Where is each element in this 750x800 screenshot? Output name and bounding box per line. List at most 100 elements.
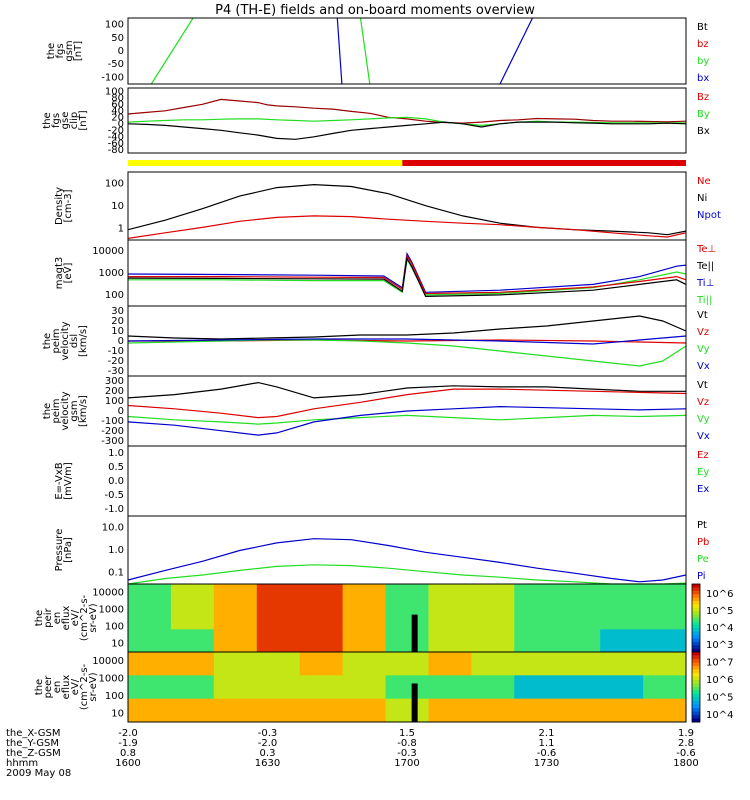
footer-label: the_Y-GSM bbox=[6, 738, 59, 749]
footer-value: -0.6 bbox=[676, 748, 696, 759]
ytick-fgs_gse_clip: 80 bbox=[111, 93, 124, 104]
ylabel-line: peim bbox=[51, 398, 62, 423]
ylabel-line: [km/s] bbox=[78, 395, 89, 427]
heatmap-cell bbox=[557, 606, 601, 630]
ytick-peer_eflux: 10 bbox=[111, 708, 124, 719]
heatmap-cell bbox=[600, 629, 644, 653]
ylabel-line: sr-eV) bbox=[88, 603, 99, 632]
ylabel-line: en bbox=[52, 612, 63, 625]
ytick-efield: -0.5 bbox=[104, 490, 124, 501]
heatmap-cell bbox=[342, 584, 387, 608]
legend-Ti||: Ti|| bbox=[696, 295, 712, 306]
footer-value: 1630 bbox=[255, 758, 280, 769]
ytick-fgs_gse_clip: -60 bbox=[108, 138, 124, 149]
legend-Vy: Vy bbox=[697, 414, 710, 425]
ytick-vel_gsm: -300 bbox=[101, 436, 124, 447]
heatmap-cell bbox=[213, 629, 258, 653]
ylabel-line: the bbox=[42, 403, 53, 419]
heatmap-cell bbox=[428, 584, 472, 608]
heatmap-cell bbox=[256, 629, 301, 653]
ytick-temperature: 1000 bbox=[99, 268, 124, 279]
ylabel-line: fgs bbox=[55, 43, 66, 58]
legend-Vy: Vy bbox=[697, 344, 710, 355]
ytick-fgs_gse_clip: -40 bbox=[108, 132, 124, 143]
series-Vy bbox=[127, 414, 687, 425]
heatmap-cell bbox=[428, 652, 472, 676]
heatmap-cell bbox=[128, 584, 172, 608]
series-Vx bbox=[127, 335, 687, 345]
heatmap-cell bbox=[514, 629, 558, 653]
ytick-fgs_gsm: -100 bbox=[101, 72, 124, 83]
heatmap-cell bbox=[213, 584, 258, 608]
heatmap-cell bbox=[514, 606, 558, 630]
colorbar-step bbox=[692, 690, 700, 695]
ylabel-line: gsm bbox=[69, 400, 80, 421]
data-gap bbox=[411, 614, 418, 652]
legend-Bt: Bt bbox=[697, 22, 708, 33]
heatmap-cell bbox=[514, 652, 558, 676]
heatmap-cell bbox=[385, 652, 429, 676]
ytick-fgs_gse_clip: 20 bbox=[111, 112, 124, 123]
colorbar-step bbox=[692, 648, 700, 653]
heatmap-cell bbox=[600, 698, 644, 723]
heatmap-cell bbox=[213, 675, 258, 700]
heatmap-cell bbox=[128, 675, 172, 700]
heatmap-cell bbox=[170, 675, 215, 700]
colorbar-step bbox=[692, 694, 700, 698]
colorbar-step bbox=[692, 666, 700, 670]
colorbar-step bbox=[692, 673, 700, 677]
colorbar-step bbox=[692, 662, 700, 667]
heatmap-cell bbox=[600, 675, 644, 700]
heatmap-cell bbox=[643, 698, 687, 723]
series-by bbox=[150, 17, 194, 85]
footer-value: -2.0 bbox=[118, 728, 138, 739]
colorbar-step bbox=[692, 607, 700, 612]
ytick-fgs_gse_clip: -20 bbox=[108, 125, 124, 136]
mode-bar-segment bbox=[128, 160, 403, 166]
heatmap-cell bbox=[600, 606, 644, 630]
ylabel-line: velocity bbox=[60, 321, 71, 360]
colorbar-frame bbox=[691, 651, 701, 723]
legend-Vx: Vx bbox=[697, 361, 710, 372]
colorbar-peir_eflux: 10^6 10^5 10^4 10^3 bbox=[691, 583, 733, 653]
panels: thefgsgsm[nT]100500-50-100Btbzbybxthefgs… bbox=[34, 17, 733, 723]
legend-Ey: Ey bbox=[697, 467, 709, 478]
legend-Te||: Te|| bbox=[696, 261, 714, 272]
legend-Pt: Pt bbox=[697, 520, 707, 531]
heatmap-cell bbox=[342, 606, 387, 630]
ylabel-temperature: magt3[eV] bbox=[54, 257, 74, 290]
colorbar-step bbox=[692, 587, 700, 592]
panel-fgs_gsm: thefgsgsm[nT] 100 50 0 -50 -100 Bt bz by bx bbox=[46, 17, 709, 85]
colorbar-tick: 10^5 bbox=[706, 606, 733, 617]
legend-Bz: Bz bbox=[697, 92, 709, 103]
colorbar-tick: 10^3 bbox=[706, 640, 733, 651]
heatmap-cell bbox=[471, 584, 515, 608]
heatmap-cell bbox=[256, 606, 301, 630]
footer-value: -0.3 bbox=[258, 728, 278, 739]
ylabel-line: Density bbox=[54, 187, 65, 225]
heatmap-cell bbox=[128, 629, 172, 653]
panel-frame bbox=[127, 239, 687, 307]
colorbar-step bbox=[692, 680, 700, 684]
ytick-fgs_gse_clip: 60 bbox=[111, 99, 124, 110]
colorbar-step bbox=[692, 631, 700, 636]
ylabel-line: the bbox=[34, 610, 45, 626]
colorbar-tick: 10^4 bbox=[706, 623, 733, 634]
series-Te⊥ bbox=[128, 254, 687, 295]
footer-value: 2.8 bbox=[678, 738, 694, 749]
series-Ne bbox=[127, 215, 687, 239]
ytick-fgs_gse_clip: 0 bbox=[118, 119, 124, 130]
heatmap-cell bbox=[256, 675, 301, 700]
mode-bar bbox=[128, 160, 686, 166]
heatmap-cell bbox=[342, 698, 387, 723]
colorbar-tick: 10^6 bbox=[706, 675, 733, 686]
colorbar-step bbox=[692, 683, 700, 688]
ylabel-line: fgs bbox=[51, 113, 62, 128]
colorbar-step bbox=[692, 704, 700, 709]
heatmap-cell bbox=[557, 584, 601, 608]
colorbar-step bbox=[692, 594, 700, 599]
legend-Te⊥: Te⊥ bbox=[696, 244, 716, 255]
heatmap-cell bbox=[471, 652, 515, 676]
ylabel-line: eflux bbox=[61, 675, 72, 700]
series-Pi bbox=[127, 538, 687, 583]
